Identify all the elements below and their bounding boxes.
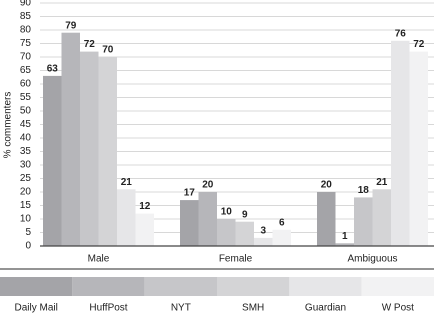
y-tick-label: 45 [20,119,32,130]
bar [254,237,273,246]
y-tick-label: 75 [20,38,32,49]
bar [235,221,254,246]
y-tick-label: 35 [20,146,32,157]
legend-swatch [144,277,217,296]
y-tick-label: 80 [20,25,32,36]
bar [354,197,373,246]
x-tick-label: Female [219,254,253,265]
legend-swatch [72,277,145,296]
bar [335,243,354,246]
bar [317,192,336,246]
legend-label: Daily Mail [14,303,57,314]
bar [409,51,428,246]
bar [217,219,236,246]
y-tick-label: 85 [20,11,32,22]
value-label: 20 [202,180,214,191]
bar [98,57,117,246]
value-label: 72 [413,39,425,50]
value-label: 21 [376,177,388,188]
value-label: 17 [184,188,196,199]
bar [135,213,154,246]
y-tick-label: 90 [20,0,32,9]
legend-label: SMH [242,303,264,314]
bar [180,200,199,246]
y-tick-label: 5 [25,227,31,238]
bar [61,32,80,247]
bar [198,192,217,246]
legend-label: NYT [171,303,191,314]
bar [391,40,410,246]
value-label: 76 [395,28,407,39]
bar [272,229,291,246]
legend-swatch [217,277,290,296]
value-label: 70 [102,45,114,56]
value-label: 6 [279,217,285,228]
y-tick-label: 10 [20,214,32,225]
y-tick-label: 60 [20,79,32,90]
legend-swatch [0,277,73,296]
legend-swatch [289,277,362,296]
bar [43,75,62,247]
y-tick-label: 20 [20,187,32,198]
y-tick-label: 40 [20,133,32,144]
value-label: 72 [84,39,96,50]
y-tick-label: 70 [20,52,32,63]
y-axis-label: % commenters [3,92,14,159]
value-label: 3 [260,226,266,237]
y-tick-label: 55 [20,92,32,103]
value-label: 9 [242,209,248,220]
legend-label: W Post [382,303,414,314]
value-label: 12 [139,201,151,212]
legend-label: HuffPost [89,303,127,314]
legend-swatch [361,277,434,296]
bar [80,51,99,246]
x-tick-label: Ambiguous [347,254,397,265]
y-tick-label: 0 [25,241,31,252]
value-label: 21 [121,177,133,188]
y-tick-label: 25 [20,173,32,184]
y-tick-label: 50 [20,106,32,117]
value-label: 10 [221,207,233,218]
value-label: 1 [342,231,348,242]
bar [117,189,136,246]
y-tick-label: 15 [20,200,32,211]
value-label: 63 [47,64,59,75]
legend-label: Guardian [305,303,346,314]
y-tick-label: 65 [20,65,32,76]
x-tick-label: Male [88,254,110,265]
y-tick-label: 30 [20,160,32,171]
value-label: 20 [321,180,333,191]
value-label: 18 [358,185,370,196]
value-label: 79 [65,20,77,31]
bar [372,189,391,246]
